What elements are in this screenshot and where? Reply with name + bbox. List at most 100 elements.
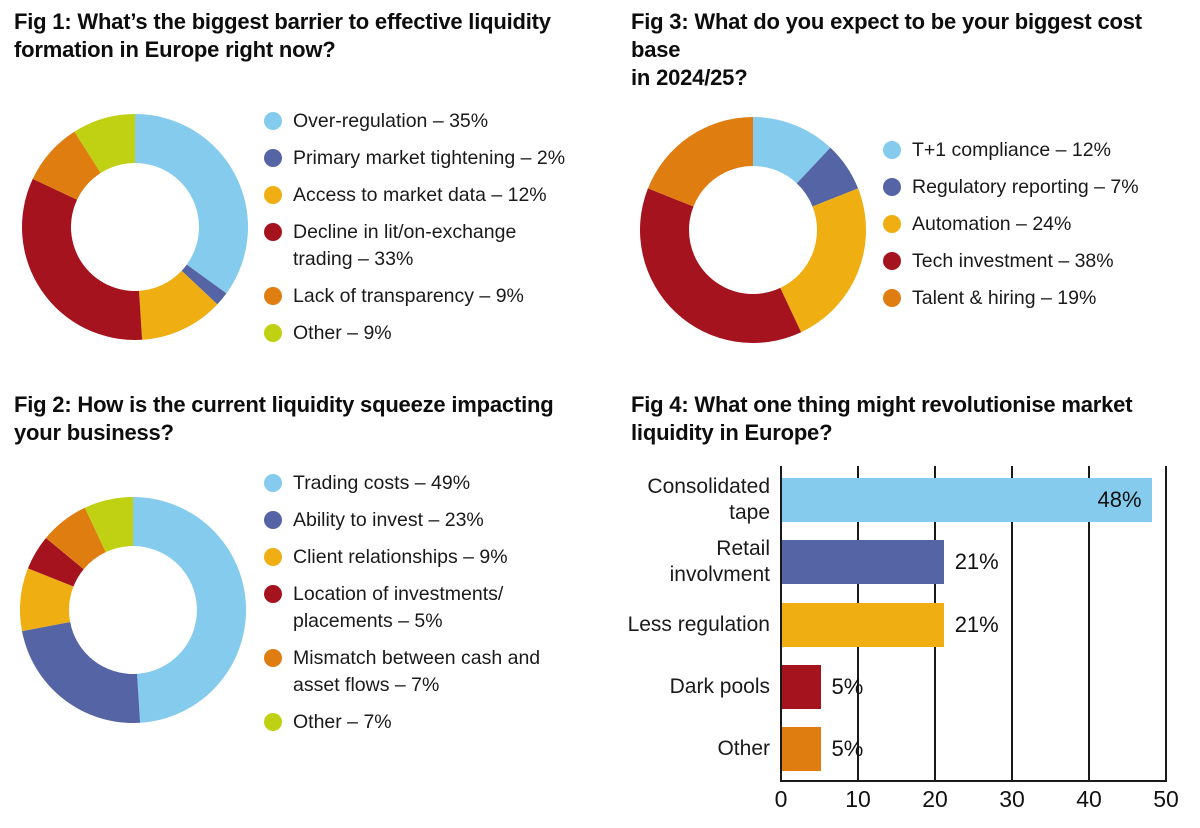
gridline bbox=[780, 466, 782, 780]
donut-segment bbox=[640, 188, 802, 344]
donut-segment bbox=[139, 270, 218, 340]
bar bbox=[782, 664, 821, 709]
legend-label: Client relationships – 9% bbox=[293, 546, 508, 568]
x-axis-tick-label: 30 bbox=[999, 786, 1025, 812]
donut-segment bbox=[133, 497, 247, 723]
donut-segment bbox=[20, 568, 74, 632]
legend-item: T+1 compliance – 12% bbox=[883, 137, 1195, 164]
fig1-legend: Over-regulation – 35% Primary market tigh… bbox=[264, 108, 594, 357]
bar-value-label: 21% bbox=[954, 549, 999, 575]
legend-item: Other – 9% bbox=[264, 320, 594, 347]
donut-segment bbox=[32, 131, 101, 200]
legend-item: Regulatory reporting – 7% bbox=[883, 174, 1195, 201]
legend-item: Primary market tightening – 2% bbox=[264, 145, 594, 172]
donut-segment bbox=[21, 178, 143, 341]
fig4-title: Fig 4: What one thing might revolutionis… bbox=[631, 392, 1133, 445]
x-axis-tick-label: 40 bbox=[1076, 786, 1102, 812]
fig2-donut-svg bbox=[20, 497, 247, 724]
legend-label: Trading costs – 49% bbox=[293, 472, 471, 494]
bar bbox=[782, 727, 821, 772]
legend-item: Other – 7% bbox=[264, 709, 594, 736]
legend-item: Tech investment – 38% bbox=[883, 248, 1195, 275]
legend-item: Talent & hiring – 19% bbox=[883, 285, 1195, 312]
fig2-legend: Trading costs – 49% Ability to invest – 2… bbox=[264, 470, 594, 746]
legend-label: Tech investment – 38% bbox=[912, 250, 1114, 272]
bar-value-label: 48% bbox=[1097, 487, 1142, 512]
fig2-donut-chart bbox=[20, 497, 247, 724]
donut-segment bbox=[74, 114, 135, 173]
legend-label: Lack of transparency – 9% bbox=[293, 285, 524, 307]
fig1-donut-chart bbox=[21, 114, 249, 341]
legend-label: Location of investments/ placements – 5% bbox=[293, 583, 504, 632]
donut-segment bbox=[84, 497, 133, 553]
legend-dot-icon bbox=[883, 215, 901, 233]
bar-category-label: Retail involvment bbox=[669, 537, 770, 587]
fig3-legend: T+1 compliance – 12% Regulatory reporting… bbox=[883, 137, 1195, 322]
legend-label: Automation – 24% bbox=[912, 213, 1072, 235]
legend-item: Over-regulation – 35% bbox=[264, 108, 594, 135]
gridline bbox=[1011, 466, 1013, 780]
legend-dot-icon bbox=[883, 252, 901, 270]
fig4-bar-chart: 0 10 20 30 40 50 Consolidated tape 48% Retail in… bbox=[620, 459, 1200, 828]
legend-dot-icon bbox=[883, 141, 901, 159]
bar bbox=[782, 602, 944, 647]
legend-label: Decline in lit/on-exchange trading – 33% bbox=[293, 221, 517, 270]
x-axis-line bbox=[780, 780, 1167, 782]
legend-dot-icon bbox=[883, 178, 901, 196]
x-axis-tick-label: 10 bbox=[845, 786, 871, 812]
legend-item: Lack of transparency – 9% bbox=[264, 283, 594, 310]
donut-segment bbox=[135, 114, 249, 294]
legend-dot-icon bbox=[264, 223, 282, 241]
legend-dot-icon bbox=[264, 186, 282, 204]
bar-category-label: Dark pools bbox=[669, 674, 770, 698]
legend-item: Trading costs – 49% bbox=[264, 470, 594, 497]
bar-category-label: Less regulation bbox=[627, 612, 770, 636]
legend-dot-icon bbox=[264, 324, 282, 342]
fig3-donut-chart bbox=[640, 117, 866, 344]
legend-label: T+1 compliance – 12% bbox=[912, 139, 1111, 161]
x-axis-tick-label: 50 bbox=[1153, 786, 1179, 812]
legend-item: Access to market data – 12% bbox=[264, 182, 594, 209]
donut-segment bbox=[796, 147, 859, 207]
legend-dot-icon bbox=[883, 289, 901, 307]
legend-label: Regulatory reporting – 7% bbox=[912, 176, 1139, 198]
donut-segment bbox=[780, 188, 866, 333]
bar bbox=[782, 478, 1152, 522]
legend-dot-icon bbox=[264, 713, 282, 731]
legend-label: Ability to invest – 23% bbox=[293, 509, 484, 531]
bar-value-label: 21% bbox=[954, 611, 999, 637]
legend-label: Over-regulation – 35% bbox=[293, 110, 489, 132]
legend-label: Access to market data – 12% bbox=[293, 184, 547, 206]
bar-value-label: 5% bbox=[831, 673, 864, 699]
donut-segment bbox=[22, 621, 141, 724]
fig3-donut-svg bbox=[640, 117, 866, 344]
donut-segment bbox=[753, 117, 831, 184]
gridline bbox=[1165, 466, 1167, 780]
legend-item: Ability to invest – 23% bbox=[264, 507, 594, 534]
legend-dot-icon bbox=[264, 548, 282, 566]
legend-item: Automation – 24% bbox=[883, 211, 1195, 238]
bar-value-label: 5% bbox=[831, 736, 864, 762]
gridline bbox=[1088, 466, 1090, 780]
fig3-title: Fig 3: What do you expect to be your big… bbox=[631, 9, 1142, 90]
fig1-donut-svg bbox=[21, 114, 249, 341]
legend-item: Decline in lit/on-exchange trading – 33% bbox=[264, 219, 594, 273]
legend-dot-icon bbox=[264, 112, 282, 130]
donut-segment bbox=[181, 264, 227, 305]
x-axis-tick-label: 20 bbox=[922, 786, 948, 812]
bar bbox=[782, 540, 944, 585]
fig1-title: Fig 1: What’s the biggest barrier to eff… bbox=[14, 9, 551, 62]
legend-label: Primary market tightening – 2% bbox=[293, 147, 566, 169]
legend-dot-icon bbox=[264, 149, 282, 167]
donut-segment bbox=[45, 507, 106, 570]
legend-label: Mismatch between cash and asset flows – … bbox=[293, 647, 541, 696]
x-axis-tick-label: 0 bbox=[774, 786, 788, 812]
legend-dot-icon bbox=[264, 511, 282, 529]
legend-item: Client relationships – 9% bbox=[264, 544, 594, 571]
bar-category-label: Other bbox=[717, 737, 770, 761]
legend-label: Other – 7% bbox=[293, 711, 392, 733]
legend-item: Mismatch between cash and asset flows – … bbox=[264, 645, 594, 699]
legend-dot-icon bbox=[264, 585, 282, 603]
bar-category-label: Consolidated tape bbox=[647, 475, 770, 524]
